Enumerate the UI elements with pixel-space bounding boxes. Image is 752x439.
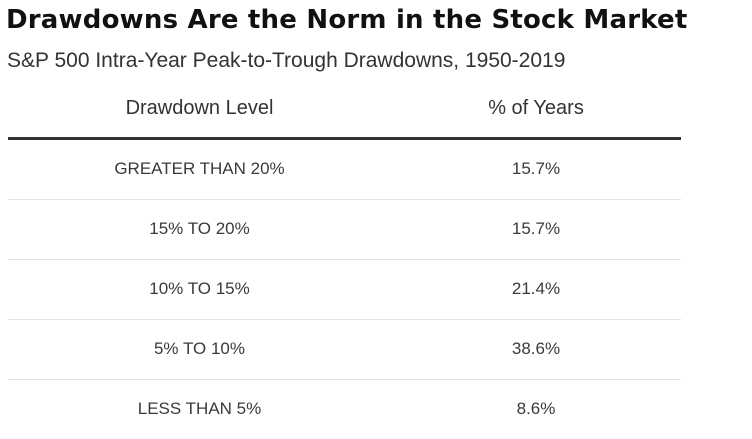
drawdown-level-cell: 5% TO 10% xyxy=(153,339,246,358)
percent-of-years-cell: 8.6% xyxy=(516,399,556,418)
percent-of-years-cell: 15.7% xyxy=(511,219,561,238)
table-row: LESS THAN 5% 8.6% xyxy=(8,380,681,439)
table-body: GREATER THAN 20% 15.7% 15% TO 20% 15.7% … xyxy=(8,140,681,439)
table-row: 10% TO 15% 21.4% xyxy=(8,260,681,320)
drawdown-level-cell: 15% TO 20% xyxy=(149,219,250,238)
drawdown-table: Drawdown Level % of Years GREATER THAN 2… xyxy=(8,84,681,439)
table-row: GREATER THAN 20% 15.7% xyxy=(8,140,681,200)
table-row: 15% TO 20% 15.7% xyxy=(8,200,681,260)
table-header: Drawdown Level % of Years xyxy=(8,84,681,140)
table-row: 5% TO 10% 38.6% xyxy=(8,320,681,380)
percent-of-years-cell: 21.4% xyxy=(511,279,561,298)
drawdown-level-cell: GREATER THAN 20% xyxy=(114,159,285,178)
column-header-percent-of-years: % of Years xyxy=(488,97,584,119)
percent-of-years-cell: 38.6% xyxy=(511,339,561,358)
drawdown-level-cell: LESS THAN 5% xyxy=(137,399,262,418)
column-header-drawdown-level: Drawdown Level xyxy=(125,97,274,119)
chart-subtitle: S&P 500 Intra-Year Peak-to-Trough Drawdo… xyxy=(7,49,566,72)
chart-title: Drawdowns Are the Norm in the Stock Mark… xyxy=(6,5,688,35)
drawdown-level-cell: 10% TO 15% xyxy=(149,279,250,298)
percent-of-years-cell: 15.7% xyxy=(511,159,561,178)
